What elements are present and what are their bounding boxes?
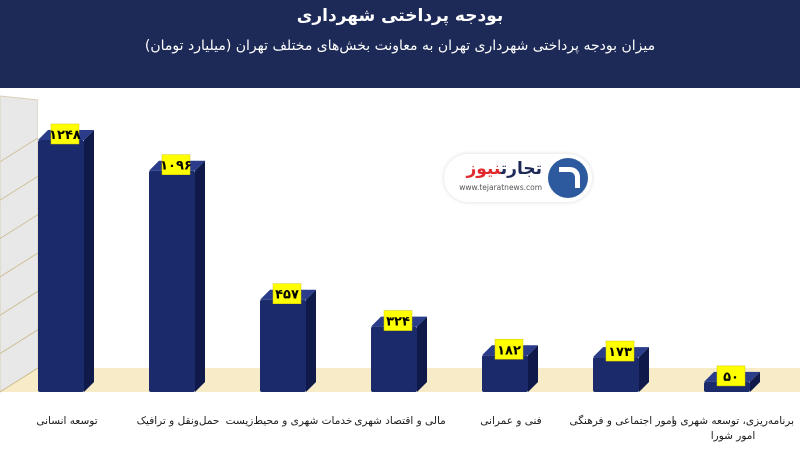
chart-subtitle: میزان بودجه پرداختی شهرداری تهران به معا… xyxy=(144,38,656,54)
bar xyxy=(260,299,306,392)
bar-side xyxy=(195,160,205,392)
data-label: ۳۲۴ xyxy=(386,315,410,330)
data-label-box xyxy=(494,339,524,360)
data-label: ۱۲۴۸ xyxy=(49,128,81,143)
data-label: ۱۸۲ xyxy=(497,343,521,358)
gridline xyxy=(0,329,39,354)
bar-side xyxy=(84,130,94,392)
category-label: برنامه‌ریزی، توسعه شهری و xyxy=(671,415,794,427)
data-label: ۱۷۳ xyxy=(608,345,632,360)
bar-side xyxy=(306,289,316,392)
bar-side xyxy=(528,345,538,392)
category-label: امور شورا xyxy=(711,430,756,442)
category-label: امور اجتماعی و فرهنگی xyxy=(569,414,674,427)
gridline xyxy=(0,175,39,201)
data-label-box xyxy=(161,154,191,175)
bar xyxy=(371,326,417,392)
chart-title: بودجه پرداختی شهرداری xyxy=(296,6,504,26)
category-label: خدمات شهری و محیط‌زیست xyxy=(226,415,353,427)
gridline xyxy=(0,252,39,278)
data-label: ۴۵۷ xyxy=(275,288,299,303)
bar xyxy=(593,357,639,392)
data-label-box xyxy=(716,365,746,387)
data-label-box xyxy=(383,310,413,331)
gridline xyxy=(0,137,39,163)
bar-side xyxy=(750,371,760,392)
bar-series: ۱۲۴۸ ۱۰۹۶ ۴۵۷ ۳۲۴ ۱۸۲ ۱۷۳ ۵۰ xyxy=(38,123,760,392)
data-label-box xyxy=(605,340,635,362)
chart-side-wall xyxy=(0,95,39,393)
tejaratnews-logo-icon xyxy=(548,158,588,198)
data-label: ۱۰۹۶ xyxy=(160,159,192,174)
logo-name-accent: نیوز xyxy=(466,159,501,179)
data-label-box xyxy=(50,123,80,145)
logo-url: www.tejaratnews.com xyxy=(459,183,542,192)
category-label: حمل‌ونقل و ترافیک xyxy=(137,415,220,427)
bar xyxy=(482,355,528,392)
bar xyxy=(149,170,195,392)
gridline xyxy=(0,290,39,316)
bar-chart: ۱۲۴۸ ۱۰۹۶ ۴۵۷ ۳۲۴ ۱۸۲ ۱۷۳ ۵۰ توسعه انسانی حمل‌و… xyxy=(0,95,800,442)
gridline xyxy=(0,367,39,393)
chart-header: بودجه پرداختی شهرداری میزان بودجه پرداخت… xyxy=(0,0,800,88)
gridline xyxy=(0,214,39,239)
category-label: توسعه انسانی xyxy=(36,415,97,427)
category-label: فنی و عمرانی xyxy=(480,415,541,427)
data-label-box xyxy=(272,283,302,304)
logo-name: تجارتنیوز xyxy=(466,159,542,179)
bar xyxy=(38,140,84,392)
logo-name-main: تجارت xyxy=(500,159,542,179)
bar-side xyxy=(417,316,427,392)
category-label: مالی و اقتصاد شهری xyxy=(354,415,446,427)
data-label: ۵۰ xyxy=(723,370,739,385)
bar-side xyxy=(639,347,649,392)
category-labels: توسعه انسانی حمل‌ونقل و ترافیک خدمات شهری … xyxy=(36,414,794,442)
brand-logo: تجارتنیوز www.tejaratnews.com xyxy=(444,154,592,202)
